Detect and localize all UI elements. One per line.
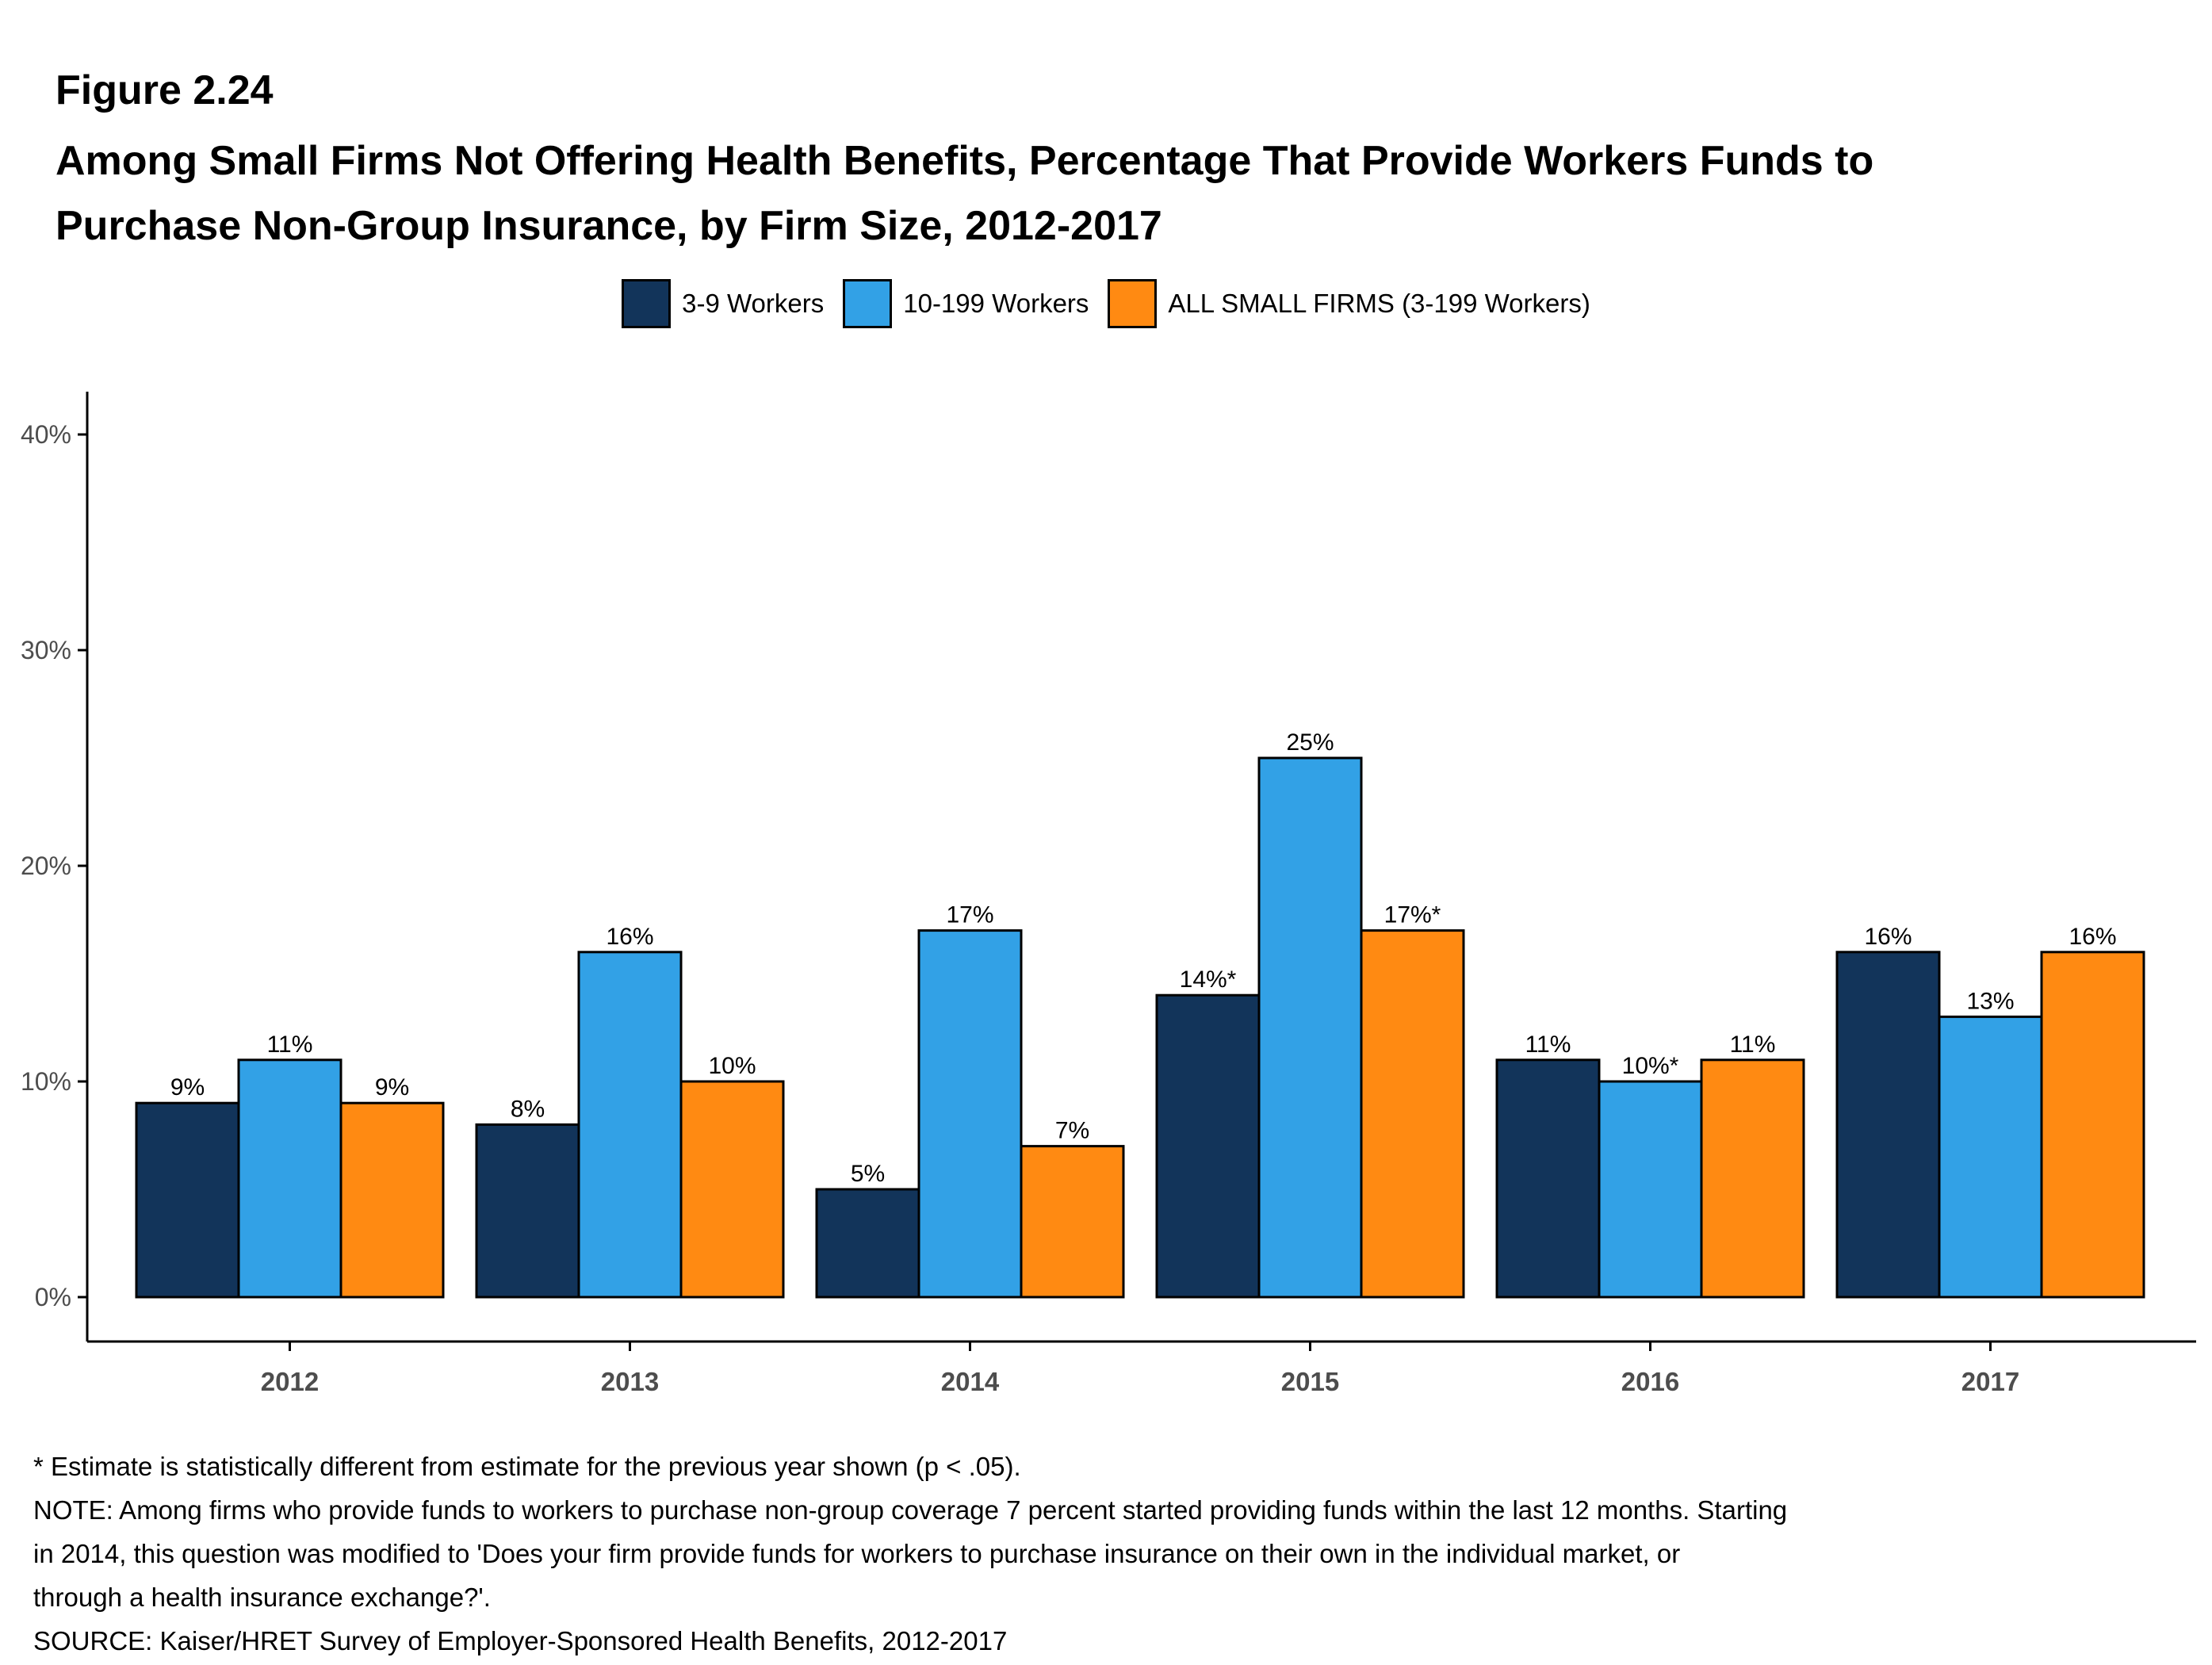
bar bbox=[1020, 1145, 1125, 1299]
data-label: 8% bbox=[511, 1096, 545, 1122]
bar bbox=[577, 951, 683, 1299]
footnote-note-line-2: in 2014, this question was modified to '… bbox=[33, 1539, 1681, 1568]
bar bbox=[1257, 756, 1363, 1299]
bar bbox=[815, 1188, 920, 1299]
data-label: 13% bbox=[1966, 988, 2014, 1014]
bar bbox=[679, 1080, 785, 1299]
footnote-note-line-1: NOTE: Among firms who provide funds to w… bbox=[33, 1495, 1788, 1525]
bar-chart: 0% 10% 20% 30% 40% 9% 11% 9% 2012 8% 16% 10% 2013 5% 1… bbox=[21, 392, 2196, 1396]
legend-swatch-10-199-workers bbox=[843, 279, 893, 328]
x-tick-label: 2015 bbox=[1281, 1367, 1339, 1396]
footnote-significance: * Estimate is statistically different fr… bbox=[33, 1452, 1021, 1481]
data-label: 17% bbox=[946, 902, 993, 928]
data-label: 10% bbox=[708, 1053, 756, 1079]
bar bbox=[1598, 1080, 1703, 1299]
figure-label: Figure 2.24 bbox=[55, 67, 274, 113]
y-tick-label: 40% bbox=[21, 420, 71, 449]
data-label: 10%* bbox=[1622, 1053, 1679, 1079]
data-label: 25% bbox=[1286, 729, 1334, 756]
data-label: 11% bbox=[267, 1032, 313, 1058]
bar bbox=[1700, 1058, 1805, 1299]
legend-label-3-9-workers: 3-9 Workers bbox=[682, 289, 825, 318]
bar bbox=[1495, 1058, 1601, 1299]
x-tick-label: 2012 bbox=[261, 1367, 319, 1396]
y-tick-label: 30% bbox=[21, 636, 71, 664]
bar bbox=[1835, 951, 1941, 1299]
data-label: 9% bbox=[375, 1074, 409, 1100]
footnote-source: SOURCE: Kaiser/HRET Survey of Employer-S… bbox=[33, 1626, 1008, 1655]
legend-swatch-3-9-workers bbox=[622, 279, 672, 328]
legend: 3-9 Workers 10-199 Workers ALL SMALL FIR… bbox=[0, 279, 2212, 328]
bar bbox=[917, 929, 1023, 1299]
data-label: 11% bbox=[1730, 1032, 1776, 1058]
x-tick-label: 2014 bbox=[941, 1367, 1000, 1396]
bar bbox=[1360, 929, 1465, 1299]
x-tick-label: 2016 bbox=[1621, 1367, 1679, 1396]
data-label: 5% bbox=[851, 1161, 885, 1187]
y-tick-label: 20% bbox=[21, 852, 71, 880]
y-tick-label: 10% bbox=[21, 1067, 71, 1096]
x-tick-label: 2017 bbox=[1961, 1367, 2019, 1396]
data-label: 9% bbox=[170, 1074, 205, 1100]
bar bbox=[475, 1123, 580, 1299]
data-label: 11% bbox=[1525, 1032, 1571, 1058]
data-label: 16% bbox=[2068, 924, 2116, 950]
legend-swatch-all-small-firms bbox=[1108, 279, 1158, 328]
x-tick-label: 2013 bbox=[601, 1367, 659, 1396]
legend-item-3-9-workers: 3-9 Workers bbox=[622, 279, 824, 328]
chart-title-line-2: Purchase Non-Group Insurance, by Firm Si… bbox=[55, 203, 1162, 249]
bar bbox=[339, 1101, 445, 1299]
y-tick-label: 0% bbox=[35, 1283, 71, 1311]
bar bbox=[1155, 993, 1261, 1299]
legend-label-all-small-firms: ALL SMALL FIRMS (3-199 Workers) bbox=[1168, 289, 1590, 318]
data-label: 7% bbox=[1055, 1118, 1089, 1144]
footnotes: * Estimate is statistically different fr… bbox=[33, 1445, 2174, 1663]
legend-item-all-small-firms: ALL SMALL FIRMS (3-199 Workers) bbox=[1108, 279, 1590, 328]
chart-title: Among Small Firms Not Offering Health Be… bbox=[55, 128, 2117, 258]
footnote-note-line-3: through a health insurance exchange?'. bbox=[33, 1583, 491, 1612]
bar bbox=[2040, 951, 2145, 1299]
bar bbox=[135, 1101, 240, 1299]
data-label: 14%* bbox=[1180, 966, 1237, 993]
data-label: 16% bbox=[606, 924, 653, 950]
bar bbox=[237, 1058, 343, 1299]
legend-label-10-199-workers: 10-199 Workers bbox=[903, 289, 1089, 318]
chart-title-line-1: Among Small Firms Not Offering Health Be… bbox=[55, 138, 1874, 184]
data-label: 17%* bbox=[1384, 902, 1441, 928]
data-label: 16% bbox=[1864, 924, 1912, 950]
legend-item-10-199-workers: 10-199 Workers bbox=[843, 279, 1089, 328]
bar bbox=[1938, 1015, 2043, 1299]
